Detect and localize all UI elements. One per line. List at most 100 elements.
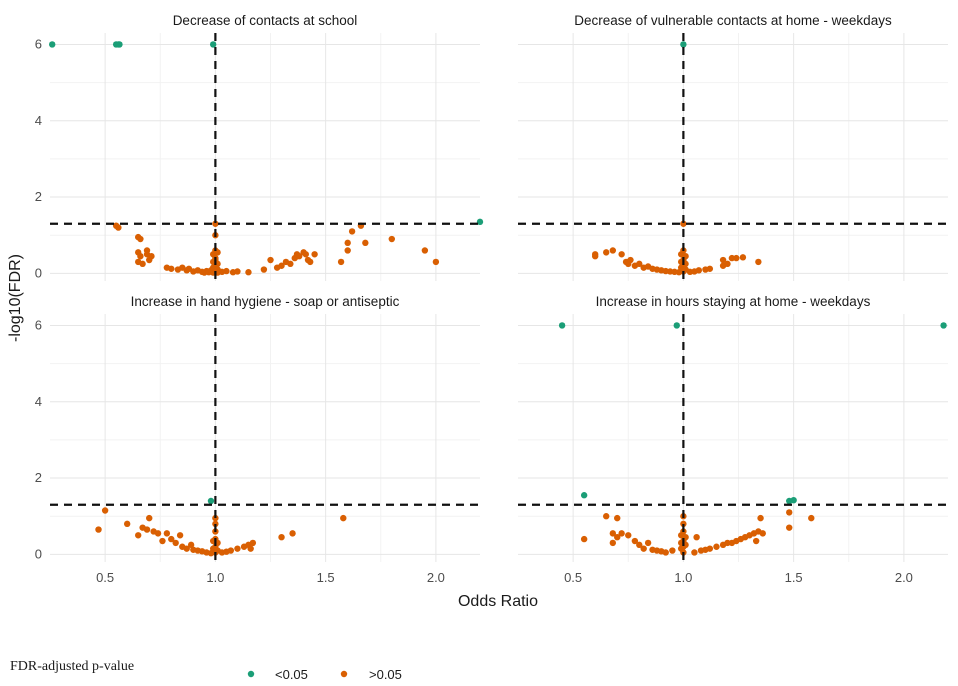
data-point-nonsig <box>752 537 760 545</box>
data-point-nonsig <box>625 532 632 539</box>
legend-label-nonsig: >0.05 <box>369 667 402 681</box>
data-point-nonsig <box>137 253 144 260</box>
data-point-sig <box>209 41 217 48</box>
data-point-nonsig <box>786 509 793 516</box>
panel-2: Decrease of vulnerable contacts at home … <box>518 13 948 281</box>
y-tick-label: 6 <box>35 317 42 332</box>
panel-title: Increase in hours staying at home - week… <box>596 294 871 309</box>
data-point-sig <box>207 497 215 505</box>
data-point-nonsig <box>234 268 241 275</box>
data-point-sig <box>558 322 566 329</box>
data-point-nonsig <box>432 258 440 266</box>
legend: FDR-adjusted p-value <0.05 >0.05 <box>10 659 402 682</box>
data-point-nonsig <box>739 254 747 261</box>
data-point-nonsig <box>388 235 395 243</box>
x-tick-label: 0.5 <box>564 570 582 585</box>
data-point-nonsig <box>362 239 369 247</box>
data-point-nonsig <box>640 545 647 552</box>
data-point-nonsig <box>311 251 318 258</box>
data-point-nonsig <box>223 267 230 275</box>
y-tick-label: 0 <box>35 265 42 280</box>
panels-layer: Decrease of contacts at school 0 2 4 6 Decrea… <box>35 13 948 585</box>
legend-label-sig: <0.05 <box>275 667 308 681</box>
data-point-nonsig <box>580 535 588 543</box>
data-point-nonsig <box>421 247 429 254</box>
data-point-nonsig <box>172 539 179 547</box>
x-tick-label: 1.0 <box>206 570 224 585</box>
data-point-nonsig <box>348 228 356 235</box>
x-tick-label: 2.0 <box>427 570 445 585</box>
data-point-nonsig <box>691 549 698 556</box>
x-tick-label: 2.0 <box>895 570 913 585</box>
data-point-sig <box>580 492 588 499</box>
data-point-nonsig <box>808 514 815 522</box>
data-point-nonsig <box>693 534 700 541</box>
data-point-nonsig <box>728 254 736 262</box>
data-point-sig <box>116 41 123 48</box>
data-point-nonsig <box>759 530 766 537</box>
data-point-nonsig <box>786 524 793 531</box>
data-point-nonsig <box>609 247 617 254</box>
x-axis-title: Odds Ratio <box>458 593 538 610</box>
data-point-nonsig <box>289 530 296 537</box>
data-point-nonsig <box>143 247 151 254</box>
data-point-nonsig <box>212 514 219 522</box>
data-point-nonsig <box>295 253 303 260</box>
panel-4: Increase in hours staying at home - week… <box>518 294 948 585</box>
data-point-nonsig <box>163 530 171 537</box>
data-point-nonsig <box>713 543 720 550</box>
data-point-nonsig <box>115 224 122 231</box>
data-point-nonsig <box>234 545 241 552</box>
data-point-nonsig <box>680 220 687 227</box>
data-point-nonsig <box>227 547 235 554</box>
data-point-nonsig <box>636 260 643 268</box>
legend-marker-nonsig <box>340 670 348 678</box>
data-point-nonsig <box>733 254 740 262</box>
y-tick-label: 2 <box>35 470 42 485</box>
data-point-nonsig <box>260 266 268 273</box>
data-point-nonsig <box>183 545 190 552</box>
data-point-nonsig <box>706 265 714 272</box>
data-point-nonsig <box>168 535 175 543</box>
data-point-nonsig <box>627 256 634 264</box>
data-point-nonsig <box>662 549 669 556</box>
data-point-nonsig <box>278 262 285 269</box>
data-point-nonsig <box>146 514 153 522</box>
panel-title: Decrease of contacts at school <box>173 13 358 28</box>
data-point-nonsig <box>609 530 617 537</box>
data-point-nonsig <box>614 534 621 541</box>
data-point-nonsig <box>603 249 610 256</box>
data-point-nonsig <box>614 514 621 522</box>
data-point-nonsig <box>344 239 351 247</box>
data-point-nonsig <box>159 537 166 545</box>
data-point-nonsig <box>591 251 599 258</box>
data-point-nonsig <box>302 251 309 258</box>
legend-title: FDR-adjusted p-value <box>10 659 134 674</box>
data-point-sig <box>476 218 484 226</box>
data-point-nonsig <box>135 532 142 539</box>
x-tick-label: 1.5 <box>785 570 803 585</box>
data-point-nonsig <box>287 260 294 268</box>
data-point-nonsig <box>603 513 610 520</box>
data-point-nonsig <box>154 530 162 537</box>
data-point-nonsig <box>618 530 625 537</box>
data-point-nonsig <box>176 532 184 539</box>
data-point-nonsig <box>706 545 714 552</box>
data-point-nonsig <box>724 539 731 547</box>
data-point-nonsig <box>719 256 727 264</box>
panel-3: Increase in hand hygiene - soap or antis… <box>35 294 480 585</box>
data-point-sig <box>49 41 56 48</box>
data-point-nonsig <box>344 247 351 254</box>
data-point-nonsig <box>669 547 676 554</box>
y-tick-label: 4 <box>35 113 42 128</box>
x-tick-label: 0.5 <box>96 570 114 585</box>
y-axis-title: -log10(FDR) <box>7 254 24 342</box>
y-tick-label: 4 <box>35 394 42 409</box>
x-tick-label: 1.0 <box>674 570 692 585</box>
data-point-nonsig <box>307 258 314 266</box>
data-point-nonsig <box>680 520 687 528</box>
data-point-sig <box>940 322 947 329</box>
data-point-nonsig <box>148 253 155 260</box>
data-point-nonsig <box>636 541 643 549</box>
